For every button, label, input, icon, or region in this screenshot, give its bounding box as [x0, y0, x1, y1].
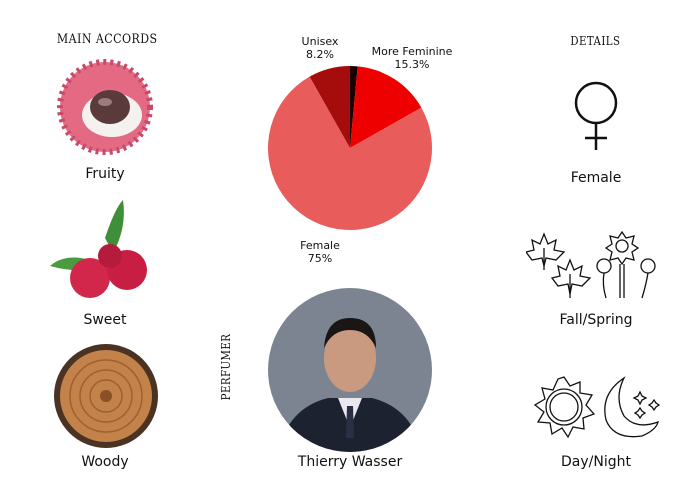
lychee-image — [57, 59, 153, 155]
sun-and-moon-icon — [533, 376, 661, 439]
pie-slice-unisex — [309, 66, 350, 148]
pie-label-unisex: Unisex 8.2% — [300, 35, 340, 61]
wood-slice-image — [54, 344, 158, 448]
details-heading: DETAILS — [570, 34, 621, 48]
female-symbol-icon — [574, 81, 618, 150]
accord-label-woody: Woody — [81, 454, 129, 470]
detail-label-season: Fall/Spring — [559, 312, 633, 328]
accord-label-fruity: Fruity — [85, 166, 125, 182]
main-accords-heading: MAIN ACCORDS — [56, 32, 158, 47]
gender-pie-chart — [268, 66, 432, 231]
pie-slice-more-feminine — [350, 66, 422, 148]
detail-label-time: Day/Night — [561, 454, 631, 470]
pie-label-female-value: 75% — [307, 252, 333, 265]
perfumer-heading: PERFUMER — [219, 333, 233, 401]
raspberry-image — [50, 200, 147, 298]
pie-label-female: Female 75% — [295, 239, 345, 265]
pie-label-more-feminine-value: 15.3% — [394, 58, 430, 71]
perfumer-name[interactable]: Thierry Wasser — [297, 454, 403, 470]
perfumer-photo[interactable] — [268, 288, 432, 452]
pie-slice-female — [268, 76, 432, 231]
pie-label-unisex-value: 8.2% — [306, 48, 334, 61]
pie-slice-other-0 — [350, 66, 358, 148]
pie-label-more-feminine: More Feminine 15.3% — [362, 45, 462, 71]
accord-label-sweet: Sweet — [83, 312, 127, 328]
pie-label-unisex-name: Unisex — [301, 35, 339, 48]
pie-label-female-name: Female — [300, 239, 340, 252]
detail-label-gender: Female — [570, 170, 622, 186]
leaves-and-flowers-icon — [526, 230, 656, 299]
pie-label-more-feminine-name: More Feminine — [371, 45, 453, 58]
